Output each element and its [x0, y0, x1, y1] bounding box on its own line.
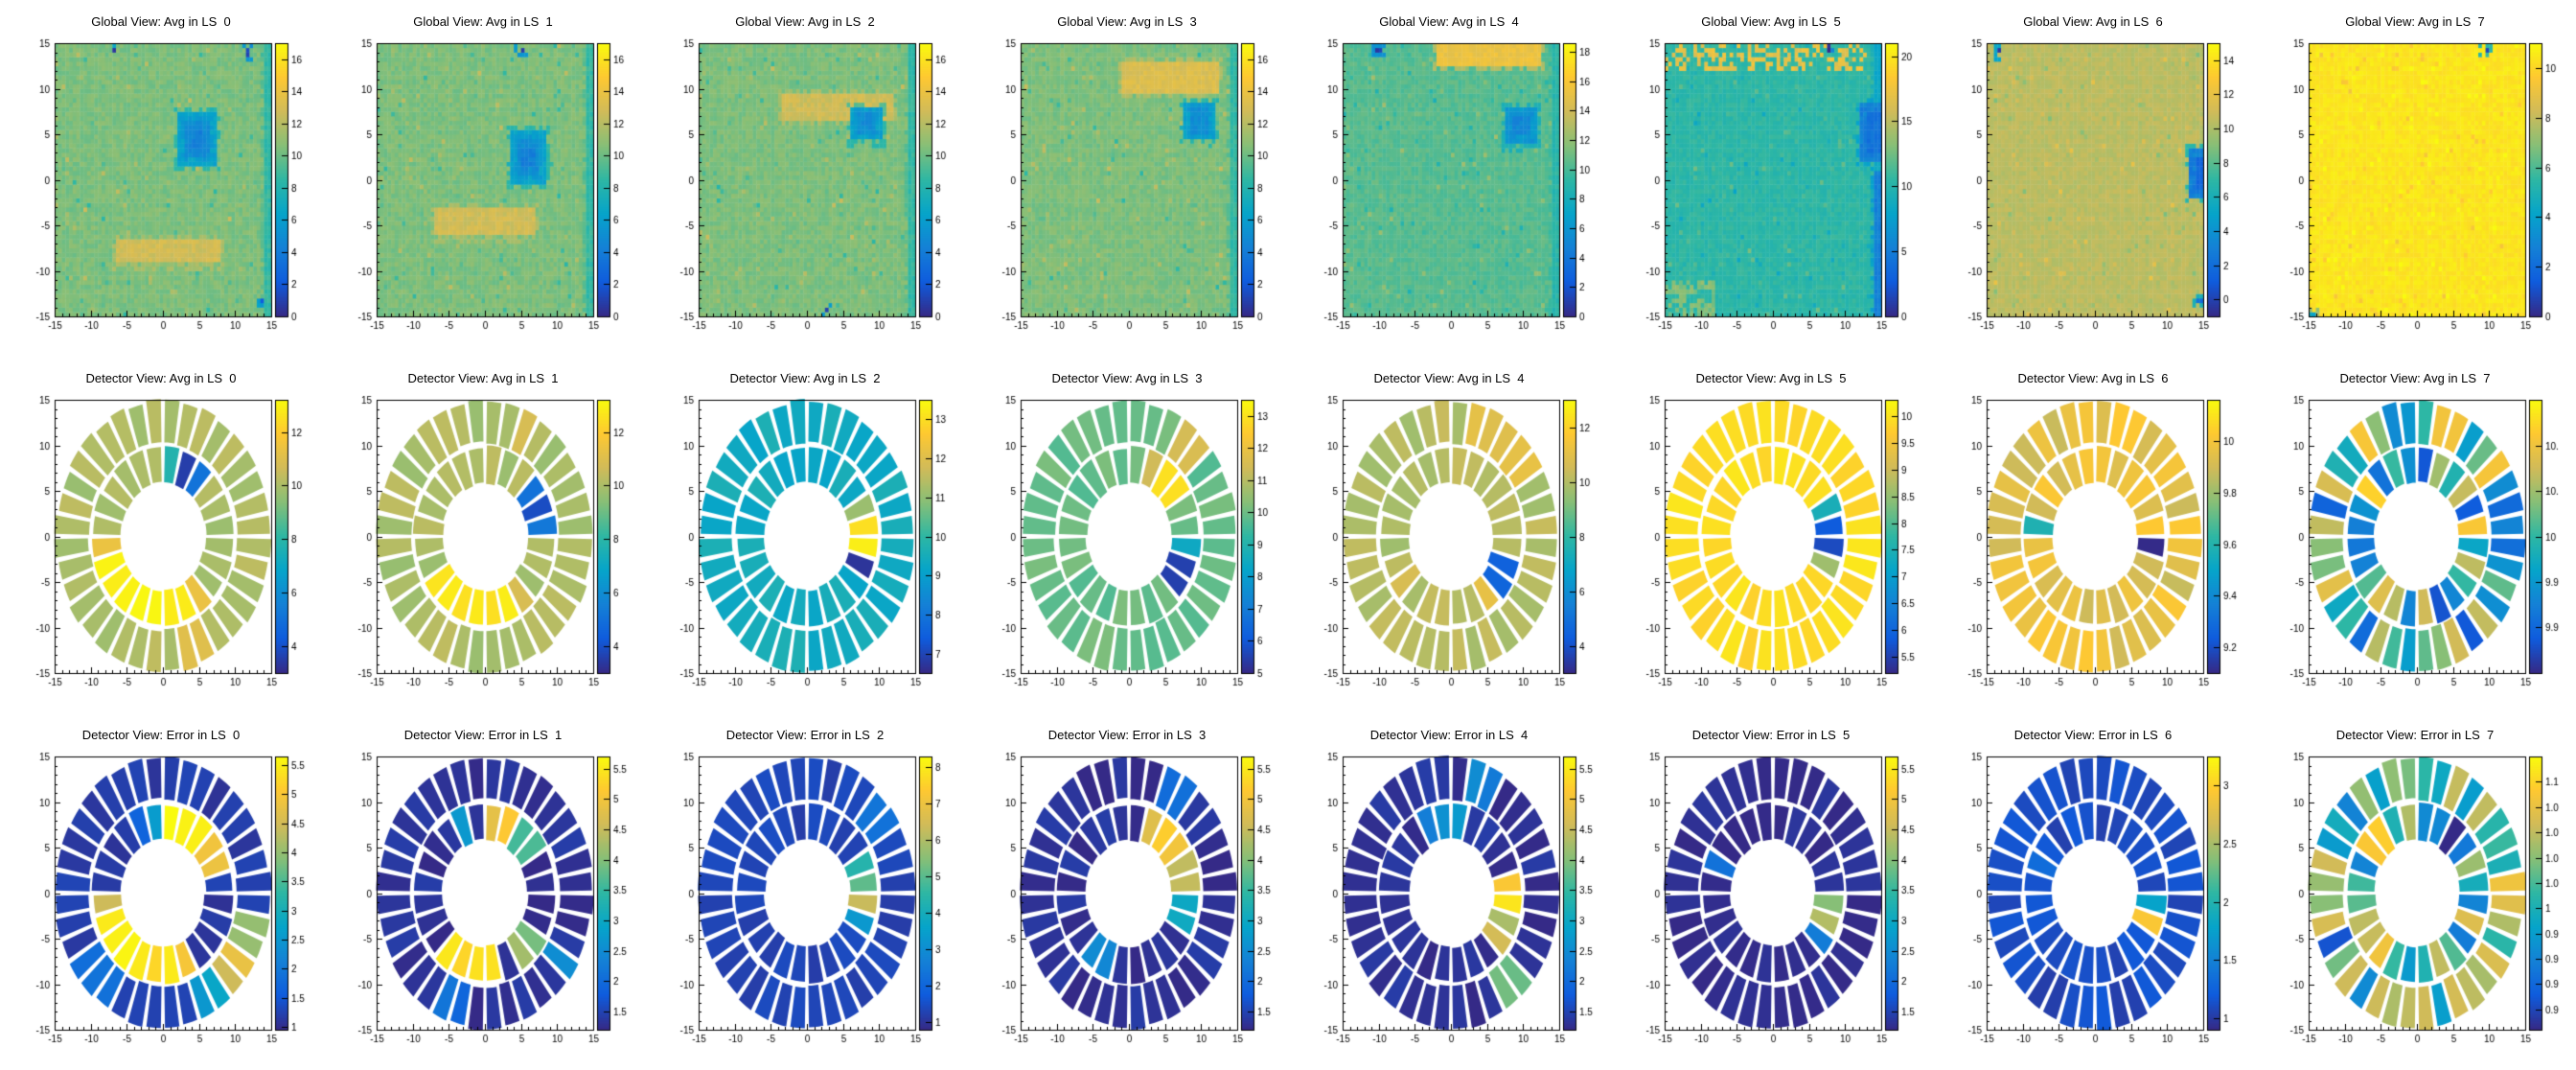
panel-detector-avg-ls-6: Detector View: Avg in LS 6 — [1932, 357, 2254, 713]
panel-global-avg-ls-1: Global View: Avg in LS 1 — [322, 0, 644, 357]
plot-canvas-detector-avg-ls-2 — [644, 357, 966, 713]
plot-canvas-global-avg-ls-4 — [1288, 0, 1610, 357]
panel-detector-avg-ls-7: Detector View: Avg in LS 7 — [2254, 357, 2576, 713]
panel-detector-avg-ls-0: Detector View: Avg in LS 0 — [0, 357, 322, 713]
plot-canvas-global-avg-ls-0 — [0, 0, 322, 357]
panel-global-avg-ls-2: Global View: Avg in LS 2 — [644, 0, 966, 357]
panel-global-avg-ls-6: Global View: Avg in LS 6 — [1932, 0, 2254, 357]
plot-canvas-global-avg-ls-3 — [966, 0, 1288, 357]
plot-canvas-detector-avg-ls-5 — [1610, 357, 1932, 713]
plot-canvas-global-avg-ls-1 — [322, 0, 644, 357]
panel-global-avg-ls-4: Global View: Avg in LS 4 — [1288, 0, 1610, 357]
panel-detector-avg-ls-2: Detector View: Avg in LS 2 — [644, 357, 966, 713]
plot-canvas-detector-avg-ls-7 — [2254, 357, 2576, 713]
panel-detector-avg-ls-4: Detector View: Avg in LS 4 — [1288, 357, 1610, 713]
plot-canvas-detector-error-ls-6 — [1932, 713, 2254, 1070]
plot-canvas-detector-error-ls-1 — [322, 713, 644, 1070]
panel-detector-error-ls-0: Detector View: Error in LS 0 — [0, 713, 322, 1070]
plot-canvas-detector-error-ls-3 — [966, 713, 1288, 1070]
plot-canvas-detector-error-ls-5 — [1610, 713, 1932, 1070]
plot-canvas-global-avg-ls-7 — [2254, 0, 2576, 357]
plot-canvas-detector-error-ls-2 — [644, 713, 966, 1070]
panel-global-avg-ls-3: Global View: Avg in LS 3 — [966, 0, 1288, 357]
panel-detector-error-ls-1: Detector View: Error in LS 1 — [322, 713, 644, 1070]
plot-canvas-detector-error-ls-0 — [0, 713, 322, 1070]
plot-canvas-detector-avg-ls-0 — [0, 357, 322, 713]
panel-detector-error-ls-2: Detector View: Error in LS 2 — [644, 713, 966, 1070]
panel-global-avg-ls-7: Global View: Avg in LS 7 — [2254, 0, 2576, 357]
panel-detector-error-ls-3: Detector View: Error in LS 3 — [966, 713, 1288, 1070]
plot-canvas-detector-avg-ls-6 — [1932, 357, 2254, 713]
panel-global-avg-ls-0: Global View: Avg in LS 0 — [0, 0, 322, 357]
plot-canvas-detector-error-ls-4 — [1288, 713, 1610, 1070]
plot-canvas-detector-avg-ls-1 — [322, 357, 644, 713]
plot-canvas-global-avg-ls-6 — [1932, 0, 2254, 357]
panel-detector-avg-ls-1: Detector View: Avg in LS 1 — [322, 357, 644, 713]
plot-canvas-detector-avg-ls-3 — [966, 357, 1288, 713]
panel-detector-avg-ls-3: Detector View: Avg in LS 3 — [966, 357, 1288, 713]
plot-canvas-global-avg-ls-2 — [644, 0, 966, 357]
plot-canvas-detector-avg-ls-4 — [1288, 357, 1610, 713]
panel-detector-error-ls-4: Detector View: Error in LS 4 — [1288, 713, 1610, 1070]
plot-canvas-detector-error-ls-7 — [2254, 713, 2576, 1070]
panel-detector-error-ls-6: Detector View: Error in LS 6 — [1932, 713, 2254, 1070]
panel-detector-error-ls-7: Detector View: Error in LS 7 — [2254, 713, 2576, 1070]
plot-canvas-global-avg-ls-5 — [1610, 0, 1932, 357]
panel-detector-error-ls-5: Detector View: Error in LS 5 — [1610, 713, 1932, 1070]
panel-detector-avg-ls-5: Detector View: Avg in LS 5 — [1610, 357, 1932, 713]
panel-global-avg-ls-5: Global View: Avg in LS 5 — [1610, 0, 1932, 357]
